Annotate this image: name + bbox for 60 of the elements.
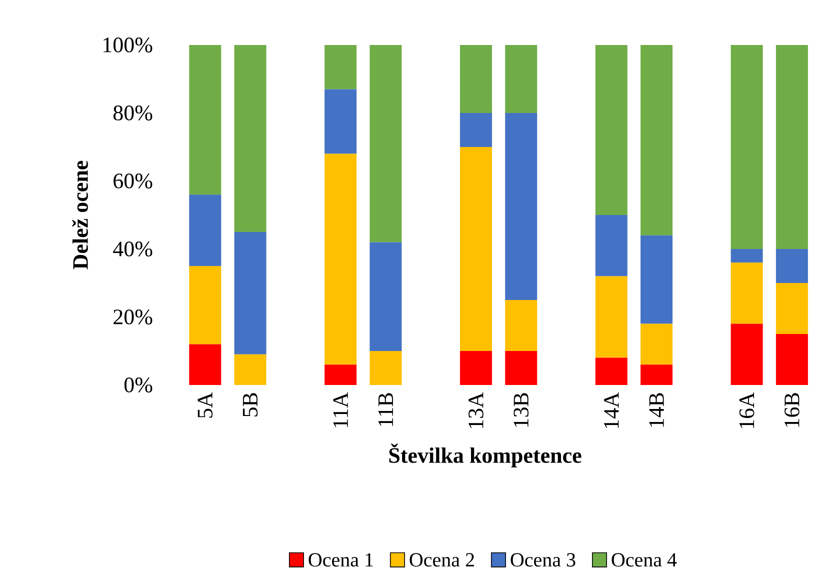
- x-tick-label: 5B: [242, 393, 258, 416]
- bar: [234, 232, 266, 354]
- x-axis-title: Številka kompetence: [389, 444, 582, 468]
- bar: [640, 44, 673, 236]
- bar: [640, 364, 673, 385]
- bar: [460, 147, 492, 351]
- bar: [730, 262, 763, 324]
- bar: [776, 44, 808, 249]
- bar: [595, 276, 628, 358]
- y-tick-label: 0%: [124, 378, 152, 392]
- legend-label: Ocena 4: [612, 553, 677, 567]
- y-tick-label: 20%: [114, 310, 152, 324]
- bar: [189, 266, 222, 344]
- bar: [730, 44, 763, 249]
- bar: [324, 364, 357, 385]
- x-tick-label: 13A: [468, 392, 484, 428]
- bar: [324, 89, 357, 154]
- bar: [505, 44, 538, 113]
- legend-label: Ocena 3: [510, 553, 576, 567]
- bar: [505, 113, 538, 300]
- bar: [460, 351, 492, 385]
- bar: [234, 354, 266, 385]
- x-tick-label: 14A: [604, 392, 619, 428]
- y-tick-label: 60%: [114, 174, 152, 188]
- y-axis-title: Delež ocene: [72, 160, 88, 270]
- x-tick-label: 16B: [784, 393, 800, 427]
- y-tick-label: 40%: [113, 242, 152, 256]
- bar: [189, 344, 222, 385]
- x-tick-label: 11A: [333, 392, 348, 428]
- bar: [640, 235, 673, 324]
- legend-label: Ocena 2: [410, 553, 474, 567]
- bar: [324, 154, 357, 365]
- bar: [776, 334, 808, 385]
- bar: [730, 324, 763, 385]
- legend-label: Ocena 1: [308, 553, 373, 567]
- bar: [189, 44, 222, 195]
- bar: [595, 358, 628, 385]
- bar: [505, 300, 538, 351]
- bar: [595, 215, 628, 276]
- x-tick-label: 5A: [198, 392, 213, 418]
- bar: [370, 242, 402, 351]
- x-tick-label: 14B: [649, 393, 664, 427]
- y-tick-label: 100%: [104, 38, 152, 52]
- x-tick-label: 16A: [739, 392, 754, 428]
- bar: [234, 44, 266, 232]
- bar: [730, 249, 763, 263]
- bar: [595, 44, 628, 215]
- bar: [370, 44, 402, 242]
- bar: [776, 283, 808, 334]
- x-tick-label: 13B: [514, 393, 529, 427]
- bar: [460, 113, 492, 147]
- bar: [640, 324, 673, 365]
- bar: [505, 351, 538, 385]
- bar: [460, 44, 492, 113]
- y-tick-label: 80%: [113, 106, 152, 120]
- bar: [189, 194, 222, 266]
- bar: [776, 249, 808, 283]
- x-tick-label: 11B: [378, 393, 393, 426]
- bar: [370, 351, 402, 385]
- bar: [324, 44, 357, 90]
